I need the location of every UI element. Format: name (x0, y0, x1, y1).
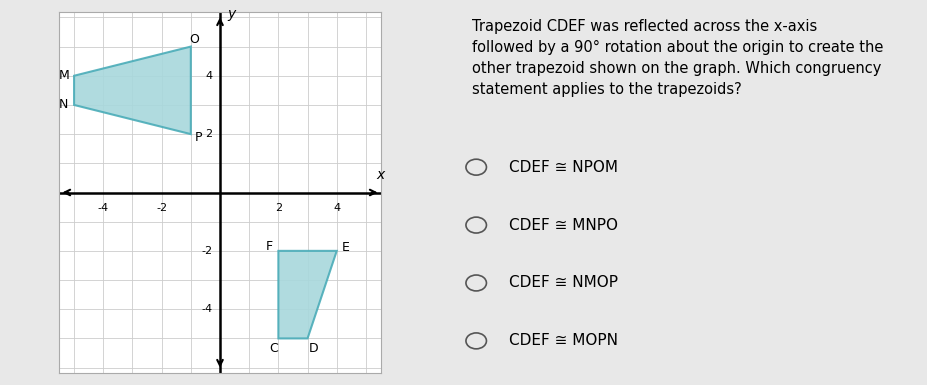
Text: CDEF ≅ MOPN: CDEF ≅ MOPN (508, 333, 617, 348)
Text: 4: 4 (333, 203, 340, 213)
Text: 4: 4 (206, 71, 212, 81)
Text: -4: -4 (97, 203, 108, 213)
Polygon shape (74, 47, 191, 134)
Text: D: D (309, 342, 318, 355)
Text: y: y (227, 7, 235, 22)
Text: 2: 2 (206, 129, 212, 139)
Text: -2: -2 (156, 203, 167, 213)
Text: E: E (341, 241, 349, 254)
Text: O: O (188, 33, 198, 46)
Text: N: N (59, 99, 69, 111)
Text: CDEF ≅ NPOM: CDEF ≅ NPOM (508, 160, 617, 175)
Text: 2: 2 (274, 203, 282, 213)
Text: Trapezoid CDEF was reflected across the x-axis
followed by a 90° rotation about : Trapezoid CDEF was reflected across the … (471, 19, 882, 97)
Text: -4: -4 (201, 304, 212, 314)
Text: x: x (376, 168, 384, 182)
Text: M: M (58, 69, 70, 82)
Text: -2: -2 (201, 246, 212, 256)
Text: F: F (266, 240, 273, 253)
Text: C: C (270, 342, 278, 355)
Text: CDEF ≅ NMOP: CDEF ≅ NMOP (508, 276, 617, 290)
Polygon shape (278, 251, 337, 338)
Text: CDEF ≅ MNPO: CDEF ≅ MNPO (508, 218, 617, 233)
Text: P: P (194, 131, 202, 144)
